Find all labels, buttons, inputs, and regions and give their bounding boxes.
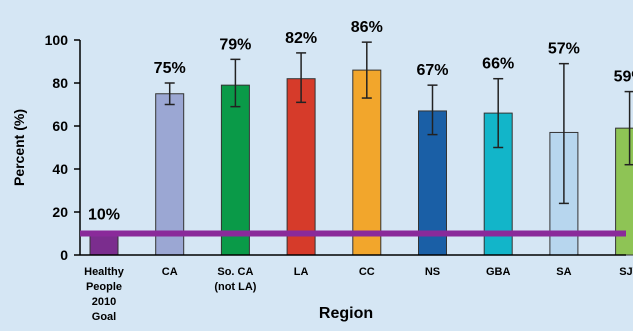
error-bars bbox=[164, 41, 633, 205]
error-bar bbox=[296, 52, 307, 104]
bars bbox=[89, 69, 633, 256]
y-axis-ticks: 0 20 40 60 80 100 bbox=[45, 32, 80, 263]
y-tick-label: 40 bbox=[52, 161, 68, 177]
bar bbox=[352, 69, 382, 256]
x-tick-label: LA bbox=[294, 266, 309, 278]
bar bbox=[220, 84, 250, 256]
x-tick-label: CC bbox=[359, 266, 375, 278]
error-bar bbox=[164, 82, 175, 106]
value-label: 59% bbox=[614, 69, 633, 86]
x-tick-label: SA bbox=[556, 266, 571, 278]
x-tick-label: GBA bbox=[486, 266, 511, 278]
value-label: 10% bbox=[88, 207, 120, 224]
y-axis-label: Percent (%) bbox=[11, 109, 27, 186]
value-label: 57% bbox=[548, 41, 580, 58]
y-axis-label-group: Percent (%) bbox=[11, 109, 27, 186]
x-axis-tick-labels: Healthy People 2010 Goal CA So. CA (not LA) LA C… bbox=[84, 266, 633, 323]
x-tick-label: CA bbox=[162, 266, 178, 278]
y-tick-label: 80 bbox=[52, 75, 68, 91]
y-tick-label: 20 bbox=[52, 204, 68, 220]
value-label: 79% bbox=[219, 36, 251, 53]
error-bar bbox=[493, 77, 504, 149]
error-bar bbox=[361, 41, 372, 99]
value-label: 82% bbox=[285, 30, 317, 47]
value-label: 66% bbox=[482, 56, 514, 73]
value-label: 75% bbox=[154, 60, 186, 77]
value-label: 67% bbox=[416, 62, 448, 79]
x-tick-label: So. CA (not LA) bbox=[214, 266, 256, 293]
bar bbox=[286, 78, 316, 256]
y-tick-label: 60 bbox=[52, 118, 68, 134]
error-bar bbox=[558, 62, 569, 205]
x-tick-label: NS bbox=[425, 266, 440, 278]
y-tick-label: 100 bbox=[45, 32, 69, 48]
value-labels: 10% 75% 79% 82% 86% 67% 66% 57% 59% bbox=[88, 19, 633, 223]
x-tick-label: Healthy People 2010 Goal bbox=[84, 266, 125, 323]
bar bbox=[89, 233, 119, 256]
x-axis-label: Region bbox=[319, 305, 373, 322]
value-label: 86% bbox=[351, 19, 383, 36]
x-tick-label: SJV bbox=[619, 266, 633, 278]
error-bar bbox=[427, 84, 438, 136]
error-bar bbox=[230, 58, 241, 108]
y-tick-label: 0 bbox=[60, 247, 68, 263]
